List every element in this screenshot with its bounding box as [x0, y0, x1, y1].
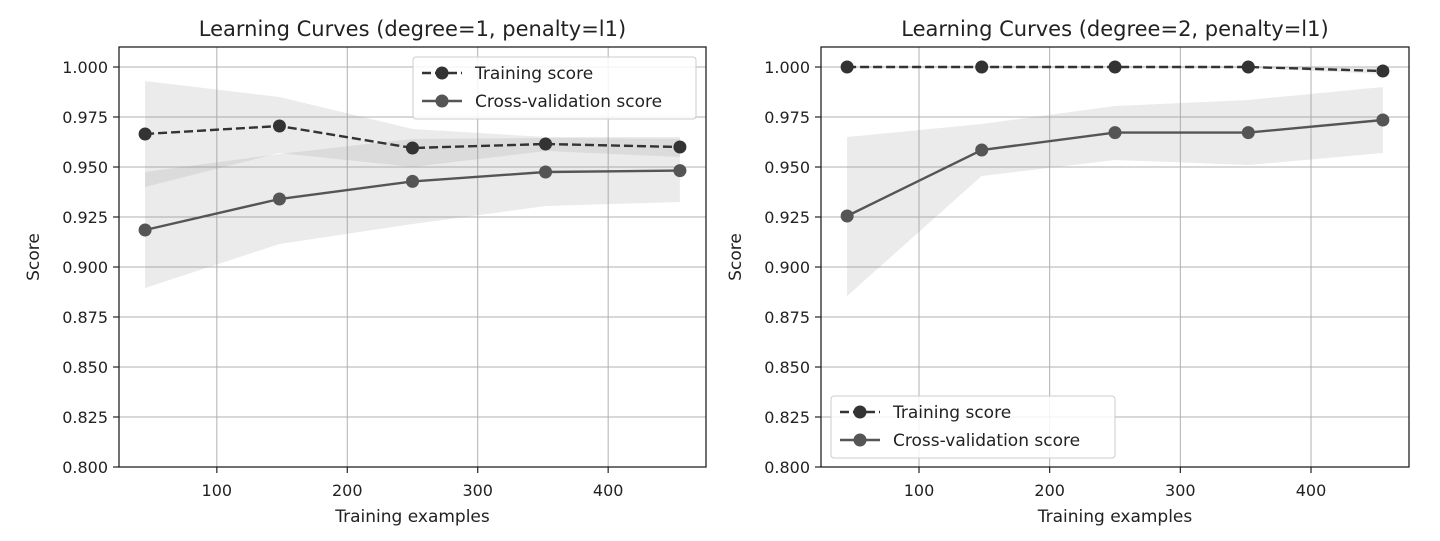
point-series-1: [138, 127, 152, 141]
point-series-2: [1376, 113, 1390, 127]
x-tick-label: 300: [1165, 481, 1196, 500]
point-series-1: [1376, 64, 1390, 78]
y-tick-label: 0.900: [764, 258, 810, 277]
point-series-1: [840, 60, 854, 74]
band-series-2: [847, 87, 1383, 296]
y-tick-label: 0.800: [764, 458, 810, 477]
chart-1: 100 200 300 400 0.800 0.825 0.850 0.875 0.900 0.9…: [24, 17, 707, 527]
line-series-1: [145, 124, 680, 150]
point-series-1: [673, 140, 687, 154]
x-tick-label: 400: [1296, 481, 1327, 500]
x-tick-label: 400: [593, 481, 624, 500]
point-series-2: [673, 164, 687, 178]
y-tick-label: 0.975: [62, 108, 108, 127]
x-tick-label: 200: [332, 481, 363, 500]
legend-label-series-1: Training score: [474, 64, 593, 84]
legend-marker-series-2: [853, 433, 867, 447]
point-series-1: [406, 141, 419, 155]
y-tick-label: 0.950: [764, 158, 810, 177]
point-series-1: [539, 137, 553, 151]
point-series-2: [840, 209, 854, 223]
legend-marker-series-2: [435, 94, 449, 108]
chart-title: Learning Curves (degree=1, penalty=l1): [199, 17, 626, 41]
legend-box: [830, 395, 1116, 459]
point-series-2: [1108, 126, 1122, 140]
y-tick-label: 0.925: [62, 208, 108, 227]
x-tick-label: 200: [1034, 481, 1065, 500]
point-series-1: [272, 119, 286, 133]
point-series-1: [975, 60, 989, 74]
y-axis-label: Score: [24, 233, 44, 281]
y-tick-label: 1.000: [62, 58, 108, 77]
point-series-2: [1241, 126, 1255, 140]
y-tick-label: 0.950: [62, 158, 108, 177]
x-tick-label: 300: [462, 481, 493, 500]
y-tick-label: 0.850: [764, 358, 810, 377]
point-series-2: [975, 143, 989, 157]
x-tick-label: 100: [904, 481, 935, 500]
legend-label-series-1: Training score: [892, 403, 1011, 423]
legend-marker-series-1: [853, 405, 867, 419]
y-tick-label: 0.875: [764, 308, 810, 327]
legend: Training score Cross-validation score: [412, 56, 697, 120]
point-series-1: [1241, 60, 1255, 74]
legend-box: [412, 56, 697, 120]
y-tick-label: 0.850: [62, 358, 108, 377]
point-series-2: [406, 174, 419, 188]
legend: Training score Cross-validation score: [830, 395, 1116, 459]
axes-frame: [820, 46, 1410, 468]
point-series-2: [539, 165, 553, 179]
y-tick-label: 0.825: [62, 408, 108, 427]
chart-2: 100 200 300 400 0.800 0.825 0.850 0.875 0.900 0.9…: [726, 17, 1410, 527]
y-tick-label: 0.975: [764, 108, 810, 127]
y-tick-label: 0.825: [764, 408, 810, 427]
point-series-1: [1108, 60, 1122, 74]
band-series-1: [847, 67, 1383, 74]
chart-title: Learning Curves (degree=2, penalty=l1): [901, 17, 1328, 41]
y-tick-label: 0.800: [62, 458, 108, 477]
y-tick-label: 1.000: [764, 58, 810, 77]
y-tick-label: 0.925: [764, 208, 810, 227]
legend-marker-series-1: [435, 66, 449, 80]
x-axis-label: Training examples: [1037, 507, 1193, 527]
x-tick-label: 100: [202, 481, 233, 500]
legend-label-series-2: Cross-validation score: [475, 92, 662, 112]
point-series-2: [272, 192, 286, 206]
band-series-1: [145, 81, 680, 187]
y-tick-label: 0.900: [62, 258, 108, 277]
point-series-2: [138, 223, 152, 237]
y-axis-label: Score: [726, 233, 746, 281]
x-axis-label: Training examples: [334, 507, 490, 527]
legend-label-series-2: Cross-validation score: [893, 431, 1080, 451]
axes-frame: [118, 46, 707, 468]
y-tick-label: 0.875: [62, 308, 108, 327]
